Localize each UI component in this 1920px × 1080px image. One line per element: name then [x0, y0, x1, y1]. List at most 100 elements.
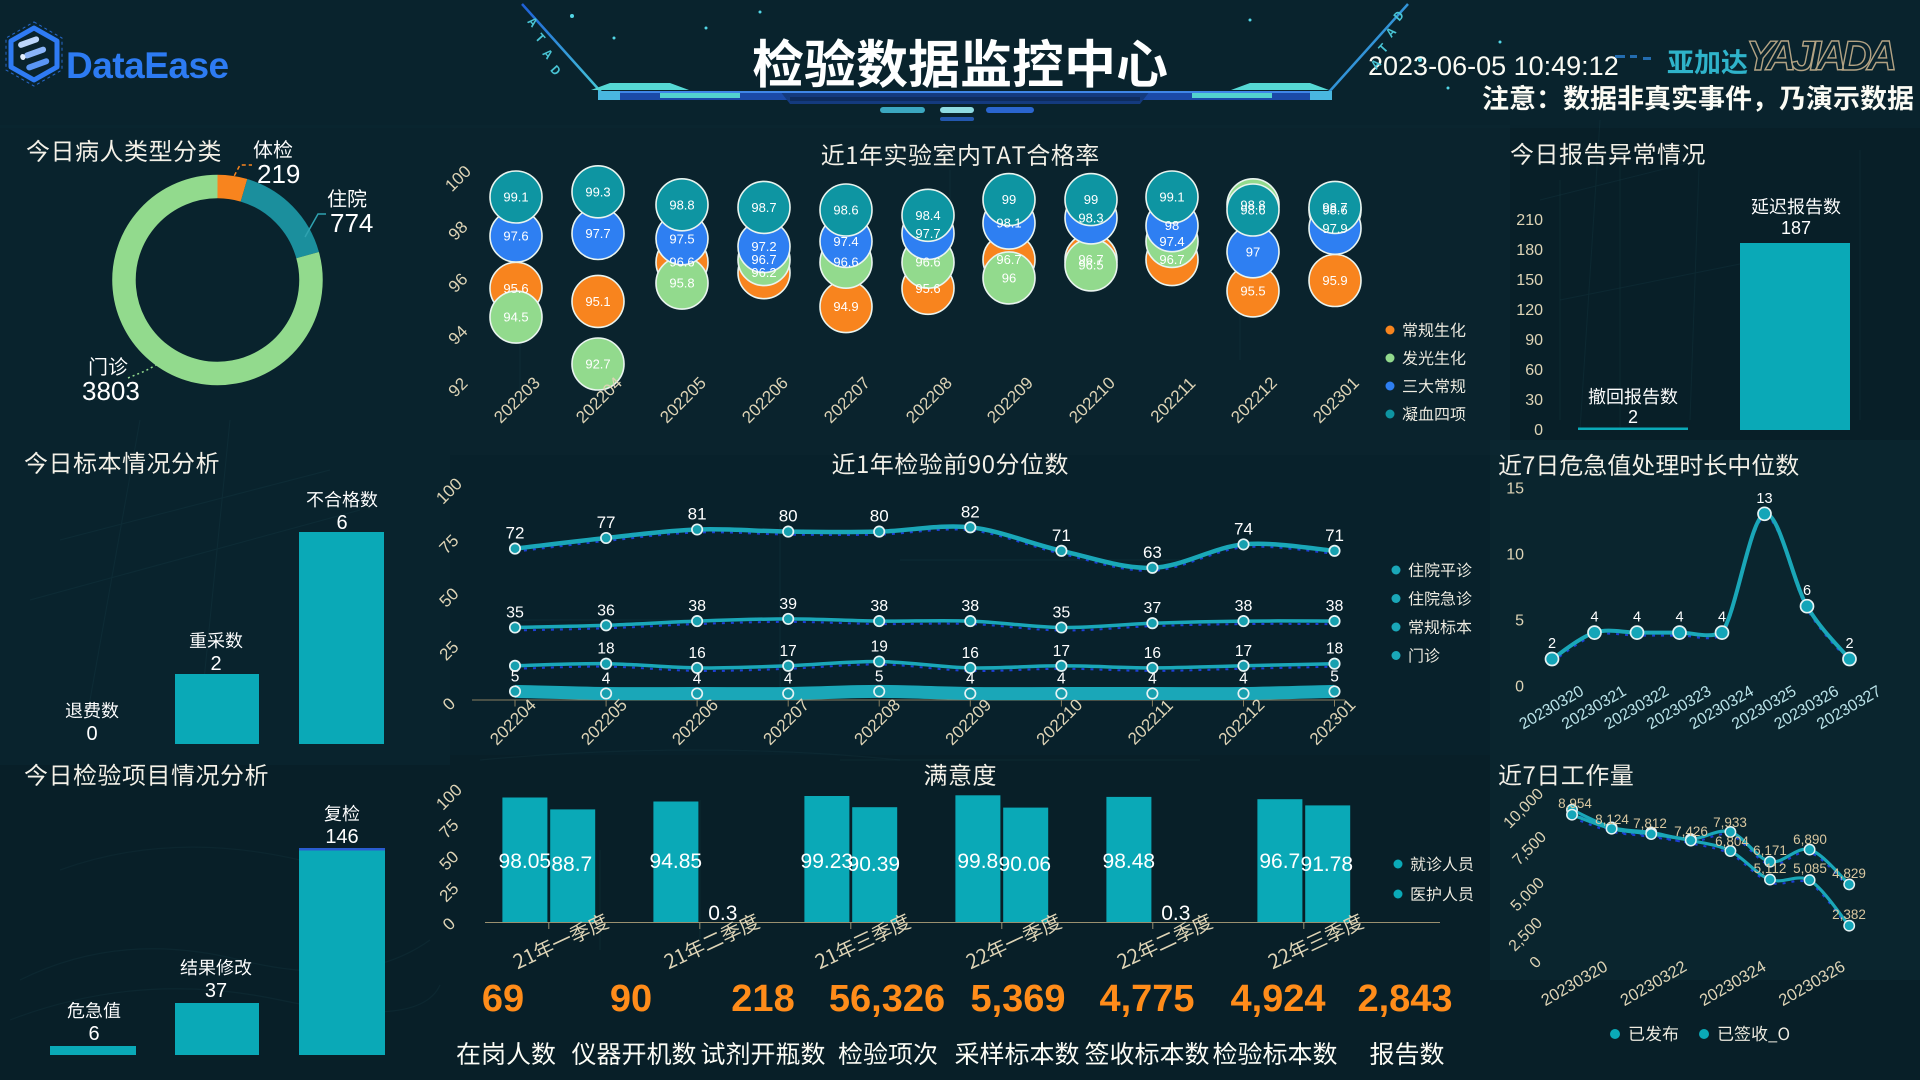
svg-text:98.3: 98.3: [1078, 210, 1103, 225]
svg-text:4: 4: [1590, 610, 1598, 626]
svg-text:38: 38: [1326, 598, 1344, 615]
svg-text:7,812: 7,812: [1633, 816, 1667, 831]
svg-text:82: 82: [961, 502, 980, 521]
svg-text:95.5: 95.5: [1240, 283, 1265, 298]
svg-text:4: 4: [1675, 610, 1683, 626]
svg-text:98.6: 98.6: [1240, 203, 1265, 218]
svg-text:95.6: 95.6: [915, 281, 940, 296]
svg-text:98.4: 98.4: [915, 208, 940, 223]
svg-text:96.7: 96.7: [1078, 252, 1103, 267]
svg-text:90.06: 90.06: [999, 853, 1052, 876]
svg-text:4: 4: [1148, 670, 1157, 687]
svg-text:97.7: 97.7: [585, 226, 610, 241]
svg-text:97.4: 97.4: [1159, 234, 1184, 249]
svg-text:98: 98: [1165, 218, 1179, 233]
svg-text:38: 38: [870, 598, 888, 615]
svg-text:16: 16: [962, 645, 979, 662]
svg-text:98.05: 98.05: [499, 850, 552, 873]
svg-text:39: 39: [779, 596, 797, 613]
svg-text:8,954: 8,954: [1558, 796, 1592, 811]
svg-text:219: 219: [257, 159, 300, 189]
svg-text:99.1: 99.1: [1159, 189, 1184, 204]
svg-text:0: 0: [1534, 422, 1543, 439]
svg-text:94.85: 94.85: [650, 850, 703, 873]
svg-text:90: 90: [610, 978, 652, 1020]
svg-text:4: 4: [784, 670, 793, 687]
svg-text:95.8: 95.8: [669, 276, 694, 291]
svg-text:97.7: 97.7: [915, 226, 940, 241]
svg-text:4: 4: [966, 670, 975, 687]
svg-text:4: 4: [1633, 610, 1641, 626]
svg-text:4,829: 4,829: [1832, 866, 1866, 881]
svg-text:99.8: 99.8: [957, 850, 998, 873]
svg-text:96.5: 96.5: [1078, 257, 1103, 272]
svg-text:5,085: 5,085: [1793, 861, 1827, 876]
svg-text:5: 5: [875, 668, 884, 685]
svg-text:YAJIADA: YAJIADA: [1746, 32, 1895, 79]
svg-text:4,775: 4,775: [1099, 978, 1194, 1020]
svg-text:38: 38: [688, 598, 706, 615]
svg-text:38: 38: [961, 598, 979, 615]
svg-text:96: 96: [1002, 270, 1016, 285]
svg-text:4: 4: [602, 670, 611, 687]
svg-text:81: 81: [688, 504, 707, 523]
svg-text:18: 18: [597, 641, 614, 658]
svg-text:38: 38: [1235, 598, 1253, 615]
svg-text:99.23: 99.23: [801, 850, 854, 873]
svg-text:210: 210: [1516, 212, 1543, 229]
svg-text:92.7: 92.7: [585, 357, 610, 372]
svg-text:120: 120: [1516, 302, 1543, 319]
svg-text:0: 0: [86, 723, 97, 745]
svg-text:97.5: 97.5: [669, 231, 694, 246]
svg-text:90.39: 90.39: [848, 853, 901, 876]
svg-text:98.8: 98.8: [1240, 197, 1265, 212]
svg-text:98.6: 98.6: [833, 203, 858, 218]
svg-text:30: 30: [1525, 392, 1543, 409]
svg-text:150: 150: [1516, 272, 1543, 289]
svg-text:96.7: 96.7: [996, 252, 1021, 267]
svg-text:4: 4: [1057, 670, 1066, 687]
svg-text:96.7: 96.7: [1159, 252, 1184, 267]
svg-text:3803: 3803: [82, 376, 140, 406]
svg-text:5,369: 5,369: [970, 978, 1065, 1020]
svg-text:99.1: 99.1: [503, 189, 528, 204]
svg-text:98.7: 98.7: [1322, 200, 1347, 215]
svg-text:146: 146: [325, 826, 358, 848]
svg-text:4,924: 4,924: [1230, 978, 1325, 1020]
svg-text:10: 10: [1506, 546, 1524, 563]
svg-text:6: 6: [336, 512, 347, 534]
svg-text:96.6: 96.6: [669, 255, 694, 270]
svg-text:15: 15: [1506, 480, 1524, 497]
svg-text:13: 13: [1756, 491, 1772, 507]
svg-text:99: 99: [1002, 192, 1016, 207]
svg-text:96.7: 96.7: [1259, 850, 1300, 873]
svg-text:88.7: 88.7: [551, 853, 592, 876]
svg-text:5: 5: [511, 668, 520, 685]
svg-text:98.6: 98.6: [1322, 203, 1347, 218]
svg-text:60: 60: [1525, 362, 1543, 379]
svg-text:6,171: 6,171: [1753, 843, 1787, 858]
svg-text:99: 99: [1084, 192, 1098, 207]
svg-text:16: 16: [1144, 645, 1161, 662]
svg-text:2: 2: [210, 653, 221, 675]
svg-text:36: 36: [597, 602, 615, 619]
svg-text:74: 74: [1234, 519, 1253, 538]
svg-text:97.9: 97.9: [1322, 221, 1347, 236]
svg-text:35: 35: [506, 604, 524, 621]
svg-text:98.7: 98.7: [751, 200, 776, 215]
svg-text:2,382: 2,382: [1832, 907, 1866, 922]
svg-text:5: 5: [1330, 668, 1339, 685]
svg-text:4: 4: [1718, 610, 1726, 626]
svg-text:97: 97: [1246, 244, 1260, 259]
svg-text:2: 2: [1845, 636, 1853, 652]
svg-text:7,933: 7,933: [1713, 815, 1747, 830]
svg-text:6: 6: [1803, 583, 1811, 599]
svg-text:94.9: 94.9: [833, 299, 858, 314]
svg-text:4: 4: [693, 670, 702, 687]
svg-text:180: 180: [1516, 242, 1543, 259]
svg-text:2: 2: [1548, 636, 1556, 652]
svg-text:95.1: 95.1: [585, 294, 610, 309]
svg-text:218: 218: [731, 978, 794, 1020]
svg-text:2: 2: [1628, 407, 1638, 427]
svg-text:18: 18: [1326, 641, 1343, 658]
